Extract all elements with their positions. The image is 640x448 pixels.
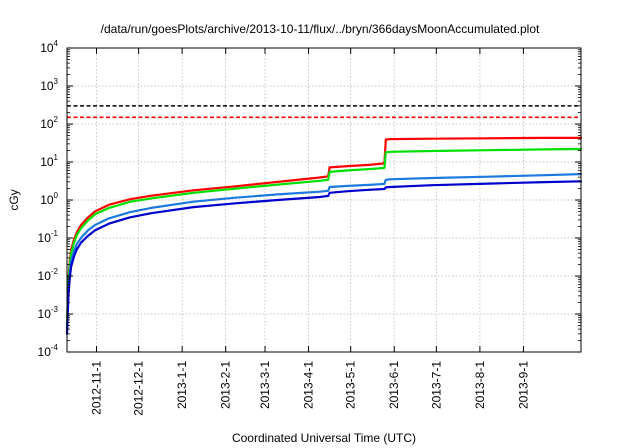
x-tick-label: 2012-11-1 xyxy=(89,361,103,415)
y-axis: 10-4 10-3 10-2 10-1 100 101 102 103 104 xyxy=(38,39,581,359)
series-blue-line xyxy=(65,173,583,331)
y-axis-label: cGy xyxy=(7,189,21,210)
y-tick-label: 104 xyxy=(40,39,58,55)
reference-lines xyxy=(67,105,581,119)
series-group xyxy=(65,136,583,335)
x-tick-label: 2013-5-1 xyxy=(344,361,358,409)
chart-title: /data/run/goesPlots/archive/2013-10-11/f… xyxy=(101,22,540,36)
x-tick-label: 2013-9-1 xyxy=(516,361,530,409)
x-axis-label: Coordinated Universal Time (UTC) xyxy=(232,431,416,445)
x-tick-label: 2013-4-1 xyxy=(302,361,316,409)
y-tick-label: 10-2 xyxy=(38,267,59,283)
series-green-line xyxy=(65,147,583,327)
y-tick-label: 10-1 xyxy=(38,229,59,245)
x-tick-label: 2012-12-1 xyxy=(132,361,146,416)
y-tick-label: 10-4 xyxy=(38,343,59,359)
y-tick-label: 101 xyxy=(40,153,58,169)
x-tick-label: 2013-3-1 xyxy=(258,361,272,409)
x-tick-label: 2013-7-1 xyxy=(429,361,443,409)
series-red-line xyxy=(65,136,583,327)
y-tick-label: 100 xyxy=(40,191,58,207)
y-tick-label: 103 xyxy=(40,77,58,93)
x-tick-label: 2013-6-1 xyxy=(387,361,401,409)
x-tick-label: 2013-1-1 xyxy=(175,361,189,409)
y-tick-label: 102 xyxy=(40,115,58,131)
x-tick-label: 2013-8-1 xyxy=(473,361,487,409)
y-tick-label: 10-3 xyxy=(38,305,59,321)
x-axis: 2012-11-1 2012-12-1 2013-1-1 2013-2-1 2013-3… xyxy=(89,48,530,416)
x-tick-label: 2013-2-1 xyxy=(219,361,233,409)
series-darkblue-line xyxy=(65,180,583,335)
